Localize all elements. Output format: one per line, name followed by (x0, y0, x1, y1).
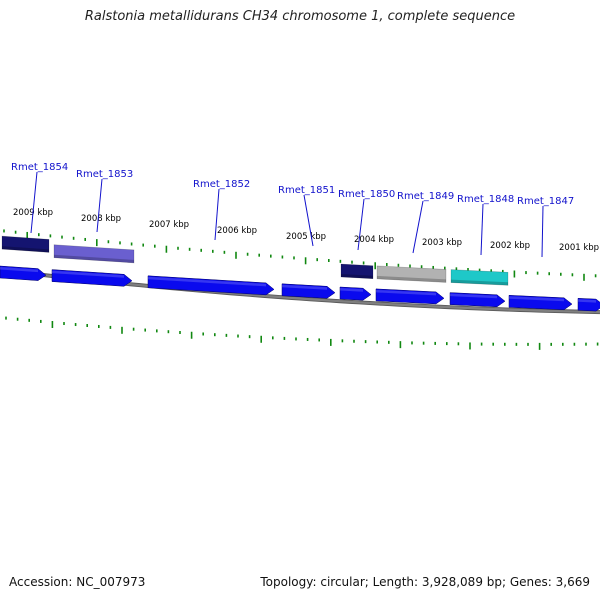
gene-track (0, 265, 600, 312)
gene-label-leader (357, 198, 365, 251)
kbp-label: 2005 kbp (286, 232, 326, 242)
gene-label-leader (30, 171, 38, 234)
gene-label[interactable]: Rmet_1852 (193, 179, 250, 190)
gene-label-leader (541, 205, 544, 258)
gene-label-leader (480, 203, 484, 256)
kbp-label: 2004 kbp (354, 235, 394, 245)
feature-box[interactable] (376, 265, 447, 283)
kbp-label: 2006 kbp (217, 226, 257, 236)
kbp-label: 2002 kbp (490, 241, 530, 251)
gene-arrow-highlight (0, 267, 38, 273)
feature-box[interactable] (450, 269, 509, 286)
gene-arrow[interactable] (147, 275, 275, 296)
gene-label-leader (412, 200, 424, 254)
gene-label[interactable]: Rmet_1854 (11, 162, 68, 173)
gene-label-leader (303, 194, 314, 247)
feature-box[interactable] (53, 244, 135, 264)
feature-box-shade (451, 279, 508, 286)
outer-ruler (3, 229, 597, 281)
gene-label[interactable]: Rmet_1853 (76, 169, 133, 180)
feature-box[interactable] (1, 235, 50, 253)
gene-label-leader (214, 188, 220, 241)
feature-box-shade (54, 254, 134, 263)
gene-label-leader (96, 178, 103, 233)
gene-arrow-highlight (376, 289, 436, 296)
feature-box-shade (377, 275, 446, 283)
kbp-label: 2007 kbp (149, 220, 189, 230)
gene-arrow[interactable] (51, 269, 133, 287)
feature-box-shade (341, 274, 373, 279)
gene-arrow-highlight (450, 293, 497, 299)
gene-arrow-highlight (148, 276, 266, 287)
feature-box-shade (2, 246, 49, 253)
kbp-label: 2003 kbp (422, 238, 462, 248)
gene-arrow[interactable] (508, 295, 573, 311)
gene-label[interactable]: Rmet_1851 (278, 185, 335, 196)
summary-text: Topology: circular; Length: 3,928,089 bp… (260, 575, 590, 589)
gene-arrow[interactable] (281, 283, 336, 299)
map-title: Ralstonia metallidurans CH34 chromosome … (84, 9, 516, 24)
gene-label[interactable]: Rmet_1850 (338, 189, 395, 200)
gene-arrow-highlight (52, 270, 124, 278)
gene-arrow-highlight (509, 296, 564, 302)
gene-label[interactable]: Rmet_1848 (457, 194, 514, 205)
feature-track (1, 235, 509, 286)
gene-arrow[interactable] (375, 288, 445, 305)
gene-arrow[interactable] (339, 286, 372, 301)
gene-arrow[interactable] (449, 292, 506, 308)
kbp-label: 2008 kbp (81, 214, 121, 224)
gene-arrow-highlight (282, 284, 327, 290)
gene-arrow[interactable] (0, 265, 47, 281)
accession-text: Accession: NC_007973 (9, 575, 146, 589)
gene-arrow-highlight (578, 299, 596, 303)
gene-arrow-highlight (340, 288, 363, 292)
gene-label[interactable]: Rmet_1847 (517, 196, 574, 207)
gene-arrow[interactable] (577, 298, 600, 312)
inner-ruler (5, 316, 599, 350)
feature-box[interactable] (340, 263, 374, 280)
gene-label[interactable]: Rmet_1849 (397, 191, 454, 202)
gene-label-leaders (30, 171, 544, 258)
kbp-label: 2001 kbp (559, 243, 599, 253)
